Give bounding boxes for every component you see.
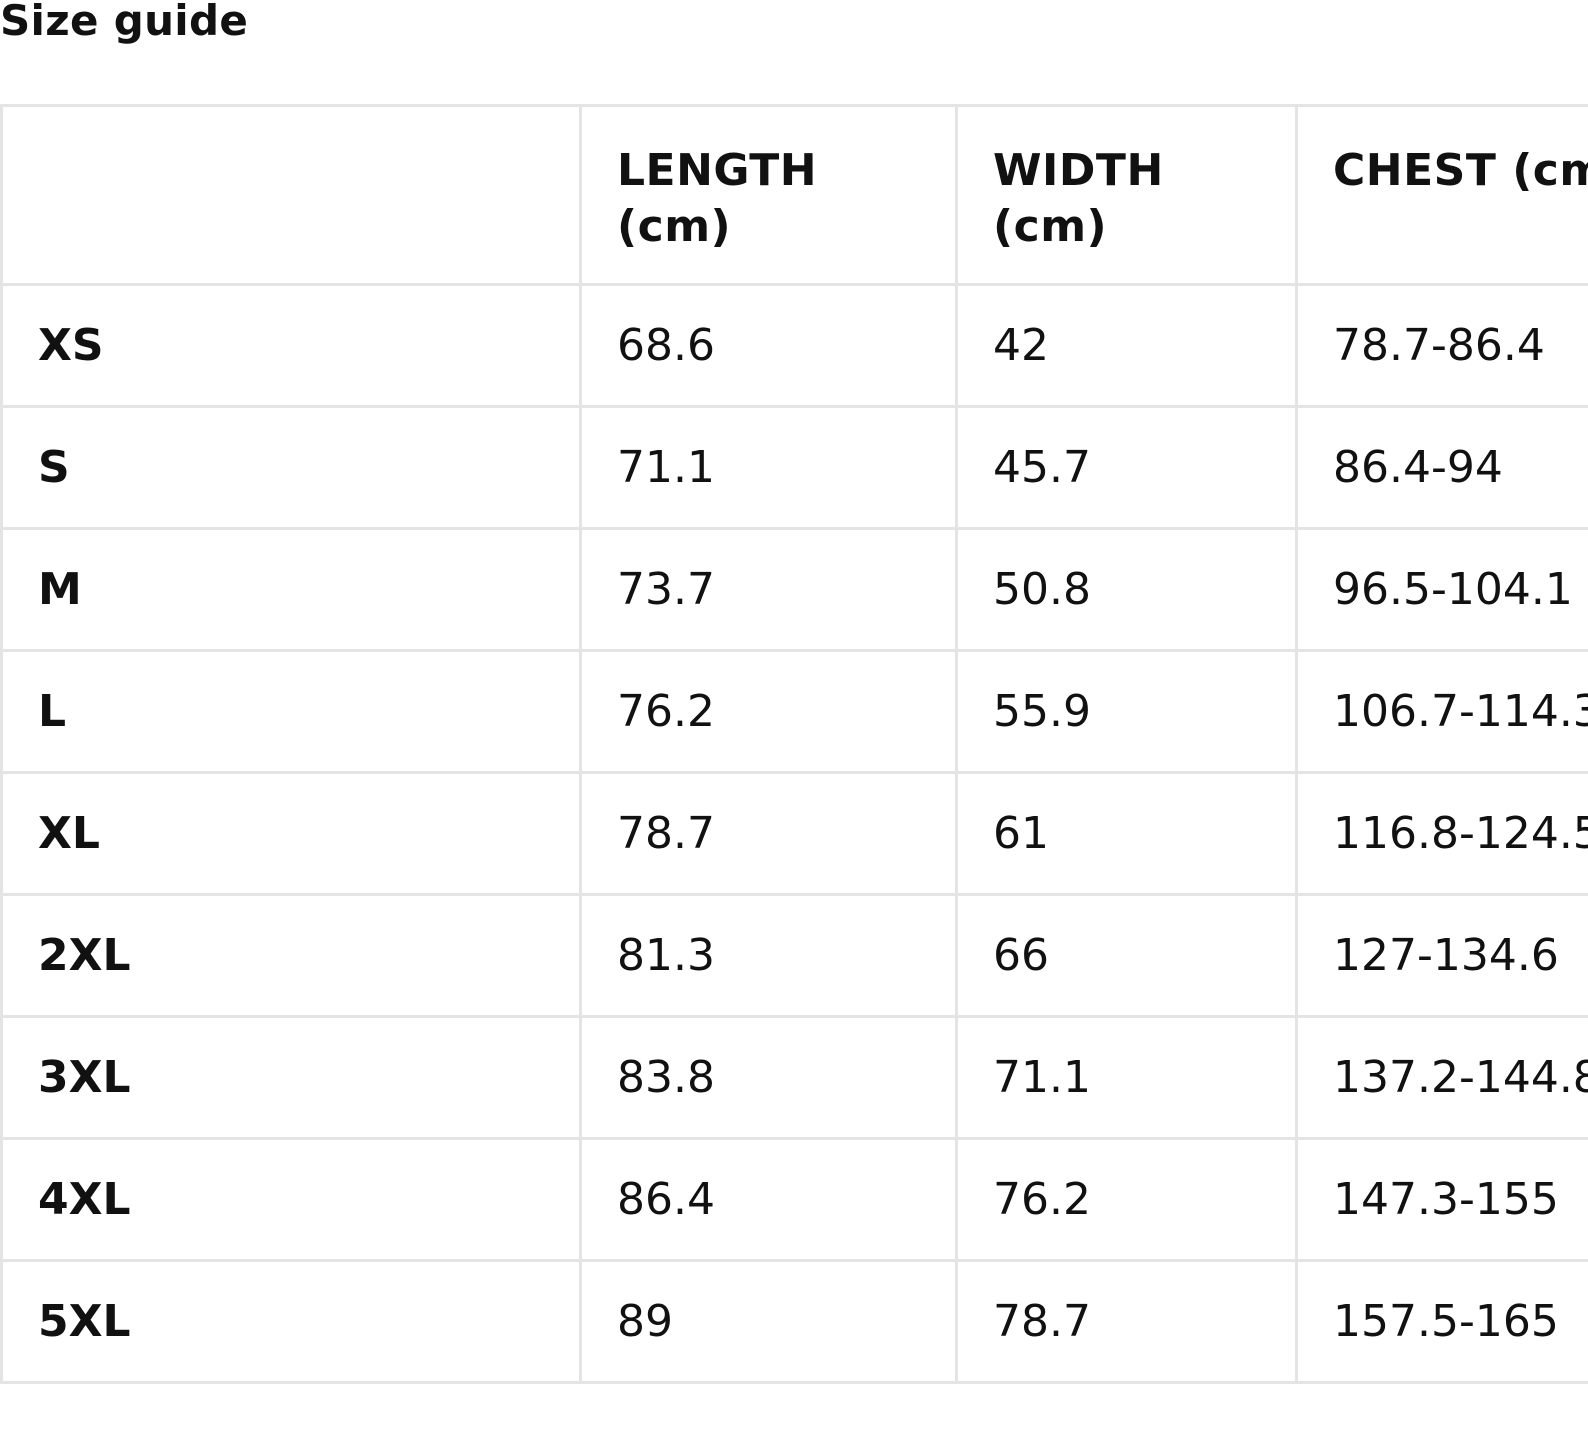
table-row: 4XL 86.4 76.2 147.3-155: [0, 1137, 1588, 1262]
header-row: LENGTH (cm) WIDTH (cm) CHEST (cm: [0, 104, 1588, 286]
chest-value: 106.7-114.3: [1295, 649, 1588, 774]
header-length: LENGTH (cm): [579, 104, 958, 286]
header-chest: CHEST (cm: [1295, 104, 1588, 286]
table-row: 2XL 81.3 66 127-134.6: [0, 893, 1588, 1018]
size-label: L: [0, 649, 582, 774]
length-value: 73.7: [579, 527, 958, 652]
chest-value: 116.8-124.5: [1295, 771, 1588, 896]
size-label: XL: [0, 771, 582, 896]
size-table: LENGTH (cm) WIDTH (cm) CHEST (cm XS 68.6…: [0, 104, 1588, 1384]
header-width: WIDTH (cm): [955, 104, 1298, 286]
table-row: S 71.1 45.7 86.4-94: [0, 405, 1588, 530]
size-label: 2XL: [0, 893, 582, 1018]
width-value: 61: [955, 771, 1298, 896]
chest-value: 96.5-104.1: [1295, 527, 1588, 652]
chest-value: 78.7-86.4: [1295, 283, 1588, 408]
size-label: XS: [0, 283, 582, 408]
size-label: S: [0, 405, 582, 530]
length-value: 83.8: [579, 1015, 958, 1140]
table-row: XL 78.7 61 116.8-124.5: [0, 771, 1588, 896]
width-value: 42: [955, 283, 1298, 408]
length-value: 86.4: [579, 1137, 958, 1262]
size-table-header: LENGTH (cm) WIDTH (cm) CHEST (cm: [0, 104, 1588, 286]
length-value: 81.3: [579, 893, 958, 1018]
width-value: 45.7: [955, 405, 1298, 530]
size-table-container[interactable]: LENGTH (cm) WIDTH (cm) CHEST (cm XS 68.6…: [0, 104, 1588, 1439]
chest-value: 157.5-165: [1295, 1259, 1588, 1384]
table-row: L 76.2 55.9 106.7-114.3: [0, 649, 1588, 774]
chest-value: 137.2-144.8: [1295, 1015, 1588, 1140]
chest-value: 127-134.6: [1295, 893, 1588, 1018]
chest-value: 147.3-155: [1295, 1137, 1588, 1262]
width-value: 71.1: [955, 1015, 1298, 1140]
width-value: 78.7: [955, 1259, 1298, 1384]
table-row: 5XL 89 78.7 157.5-165: [0, 1259, 1588, 1384]
length-value: 68.6: [579, 283, 958, 408]
width-value: 55.9: [955, 649, 1298, 774]
length-value: 78.7: [579, 771, 958, 896]
page-title: Size guide: [0, 0, 249, 45]
size-table-body: XS 68.6 42 78.7-86.4 S 71.1 45.7 86.4-94…: [0, 283, 1588, 1384]
width-value: 50.8: [955, 527, 1298, 652]
size-label: M: [0, 527, 582, 652]
table-row: XS 68.6 42 78.7-86.4: [0, 283, 1588, 408]
size-label: 4XL: [0, 1137, 582, 1262]
size-label: 5XL: [0, 1259, 582, 1384]
width-value: 76.2: [955, 1137, 1298, 1262]
table-row: 3XL 83.8 71.1 137.2-144.8: [0, 1015, 1588, 1140]
header-size: [0, 104, 582, 286]
chest-value: 86.4-94: [1295, 405, 1588, 530]
size-label: 3XL: [0, 1015, 582, 1140]
width-value: 66: [955, 893, 1298, 1018]
length-value: 89: [579, 1259, 958, 1384]
table-row: M 73.7 50.8 96.5-104.1: [0, 527, 1588, 652]
length-value: 76.2: [579, 649, 958, 774]
length-value: 71.1: [579, 405, 958, 530]
